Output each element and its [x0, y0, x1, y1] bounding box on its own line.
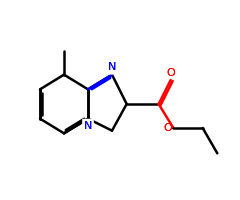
Text: O: O	[166, 68, 175, 78]
Text: O: O	[163, 123, 172, 133]
Text: O: O	[166, 68, 175, 78]
Text: N: N	[108, 62, 116, 72]
Text: N: N	[107, 61, 117, 74]
Text: N: N	[108, 62, 116, 72]
Text: N: N	[84, 121, 92, 131]
Text: N: N	[84, 121, 92, 131]
Text: N: N	[83, 119, 93, 132]
Text: O: O	[163, 123, 172, 133]
